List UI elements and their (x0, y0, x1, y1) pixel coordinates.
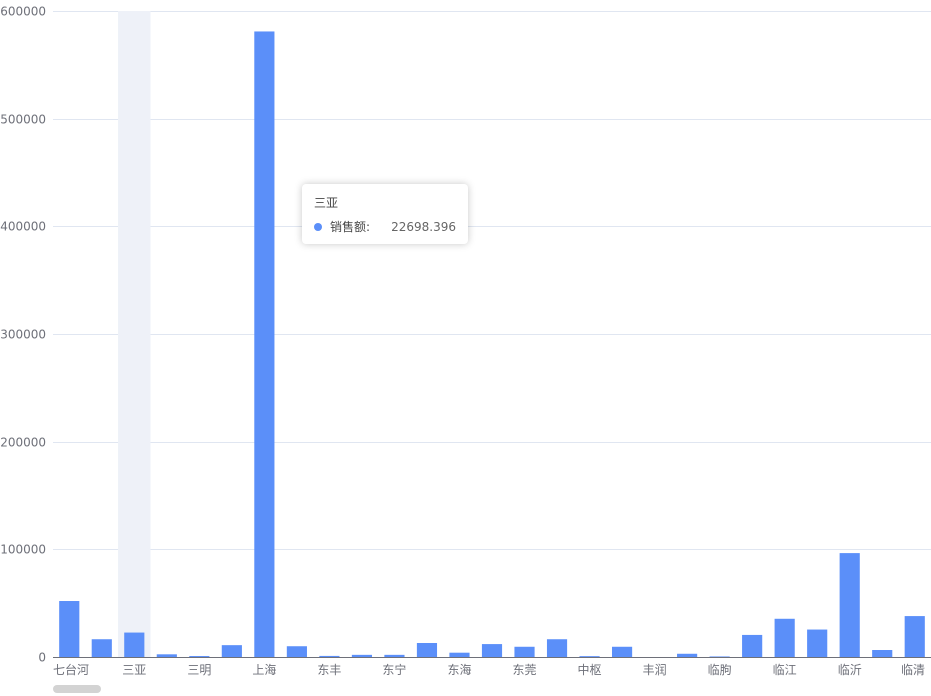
x-tick-label-4: 三明 (187, 663, 211, 677)
series-dot-icon (314, 222, 322, 231)
bar-19 (677, 653, 698, 657)
bar-11 (416, 643, 438, 657)
highlight-band-layer (118, 11, 151, 657)
y-tick-label-3: 300000 (0, 328, 46, 342)
bar-1 (91, 639, 112, 657)
x-tick-label-6: 上海 (252, 662, 276, 677)
bar-16 (579, 656, 600, 657)
y-tick-label-0: 0 (38, 651, 46, 665)
bar-23 (807, 629, 828, 657)
bar-12 (449, 652, 470, 657)
bar-21 (742, 634, 763, 657)
y-tick-label-2: 200000 (0, 436, 46, 450)
bar-17 (611, 646, 633, 657)
x-tick-label-8: 东丰 (317, 663, 341, 677)
axis-layer: 0 100000 200000 300000 400000 500000 600000 七台河… (0, 5, 931, 677)
bar-25 (872, 650, 893, 657)
x-tick-label-2: 三亚 (122, 663, 146, 677)
bar-7 (286, 646, 307, 657)
x-tick-label-26: 临清 (901, 663, 925, 677)
tooltip-row: 销售额: 22698.396 (314, 218, 456, 235)
x-tick-label-12: 东海 (447, 662, 471, 677)
x-tick-label-18: 丰润 (643, 663, 667, 677)
tooltip-title: 三亚 (314, 196, 339, 210)
hover-highlight-band (118, 11, 151, 657)
tooltip-value: 22698.396 (391, 219, 456, 234)
horizontal-scrollbar-thumb[interactable] (53, 685, 101, 693)
bar-6 (254, 31, 275, 658)
x-tick-label-22: 临江 (773, 663, 797, 677)
y-tick-label-4: 400000 (0, 220, 46, 234)
grid-lines (53, 11, 931, 658)
bar-22 (774, 618, 795, 657)
bar-3 (156, 654, 177, 657)
x-tick-label-14: 东莞 (513, 663, 537, 677)
bar-24 (839, 553, 860, 657)
x-tick-label-16: 中枢 (578, 662, 602, 677)
y-tick-label-6: 600000 (0, 5, 46, 19)
bar-4 (189, 656, 210, 657)
bar-8 (319, 655, 340, 657)
bar-20 (709, 656, 730, 657)
bar-0 (59, 601, 80, 657)
bar-26 (904, 616, 925, 657)
bar-15 (546, 639, 568, 657)
y-tick-label-1: 100000 (0, 543, 46, 557)
bar-14 (514, 646, 535, 657)
x-tick-label-24: 临沂 (838, 663, 862, 677)
tooltip: 三亚 销售额: 22698.396 (302, 184, 468, 244)
bar-13 (481, 644, 503, 657)
x-tick-label-0: 七台河 (53, 662, 89, 677)
tooltip-series-label: 销售额: (330, 220, 371, 234)
bar-10 (384, 654, 405, 657)
bar-5 (221, 645, 242, 657)
y-tick-label-5: 500000 (0, 113, 46, 127)
x-tick-label-20: 临朐 (708, 662, 732, 677)
bar-layer (59, 31, 925, 658)
bar-9 (351, 654, 373, 657)
x-tick-label-10: 东宁 (382, 662, 406, 677)
bar-2 (124, 632, 145, 657)
